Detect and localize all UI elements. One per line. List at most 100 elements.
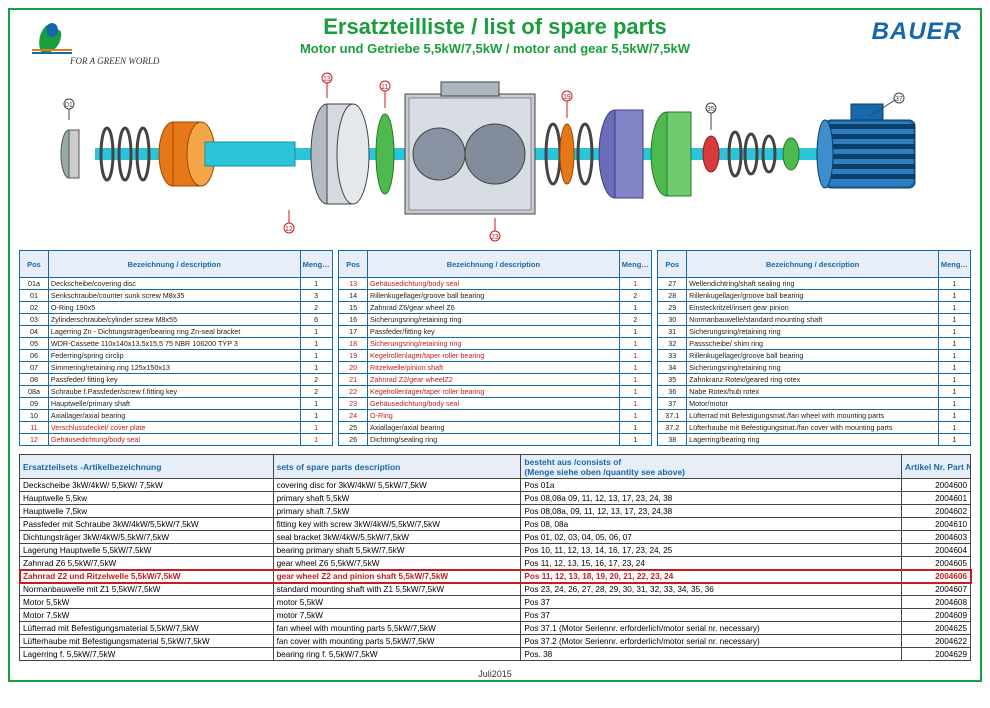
part-desc: Deckscheibe/covering disc xyxy=(48,278,300,290)
part-desc: Sicherungsring/retaining ring xyxy=(687,326,939,338)
set-name: Deckscheibe 3kW/4kW/ 5,5kW/ 7,5kW xyxy=(20,479,274,492)
sets-header-consists: besteht aus /consists of(Menge siehe obe… xyxy=(521,455,901,479)
part-qty: 1 xyxy=(938,302,970,314)
part-desc: Lagerring/bearing ring xyxy=(687,434,939,446)
part-qty: 1 xyxy=(938,374,970,386)
svg-text:19: 19 xyxy=(563,94,571,101)
set-partno: 2004608 xyxy=(901,596,970,609)
parts-header-qty: Menge Quantity xyxy=(300,251,332,278)
part-qty: 1 xyxy=(619,350,651,362)
part-qty: 1 xyxy=(619,302,651,314)
part-desc: Simmering/retaining ring 125x150x13 xyxy=(48,362,300,374)
sets-row: Zahnrad Z2 und Ritzelwelle 5,5kW/7,5kWge… xyxy=(20,570,971,583)
sets-header-partno: Artikel Nr. Part No. xyxy=(901,455,970,479)
part-qty: 2 xyxy=(619,314,651,326)
brand-logo: BAUER xyxy=(872,18,962,46)
part-pos: 11 xyxy=(20,422,49,434)
set-consists: Pos 37 xyxy=(521,609,901,622)
svg-text:13: 13 xyxy=(323,76,331,83)
part-qty: 1 xyxy=(938,314,970,326)
part-qty: 1 xyxy=(300,350,332,362)
document-frame: FOR A GREEN WORLD Ersatzteilliste / list… xyxy=(8,8,982,682)
part-desc: Passfeder/fitting key xyxy=(368,326,620,338)
spare-part-sets-table: Ersatzteilsets -Artikelbezeichnungsets o… xyxy=(19,454,971,661)
part-desc: Zahnrad Z2/gear wheelZ2 xyxy=(368,374,620,386)
sets-row: Hauptwelle 7,5kwprimary shaft 7,5kWPos 0… xyxy=(20,505,971,518)
part-pos: 15 xyxy=(339,302,368,314)
set-desc: motor 5,5kW xyxy=(273,596,521,609)
part-qty: 1 xyxy=(300,362,332,374)
part-desc: Zahnrad Z6/gear wheel Z6 xyxy=(368,302,620,314)
set-consists: Pos 37.2 (Motor Seriennr. erforderlich/m… xyxy=(521,635,901,648)
part-desc: Kegelrollenlager/taper roller bearing xyxy=(368,386,620,398)
part-desc: Rillenkugellager/groove ball bearing xyxy=(687,350,939,362)
part-qty: 1 xyxy=(619,278,651,290)
part-pos: 13 xyxy=(339,278,368,290)
set-desc: covering disc for 3kW/4kW/ 5,5kW/7,5kW xyxy=(273,479,521,492)
parts-header-qty: Menge Quantity xyxy=(938,251,970,278)
part-desc: WDR-Cassette 110x140x13,5x15,5 75 NBR 10… xyxy=(48,338,300,350)
part-qty: 6 xyxy=(300,314,332,326)
set-name: Zahnrad Z2 und Ritzelwelle 5,5kW/7,5kW xyxy=(20,570,274,583)
part-qty: 2 xyxy=(300,386,332,398)
set-consists: Pos 10, 11, 12, 13, 14, 16, 17, 23, 24, … xyxy=(521,544,901,557)
set-consists: Pos 01a xyxy=(521,479,901,492)
set-name: Lüfterrad mit Befestigungsmaterial 5,5kW… xyxy=(20,622,274,635)
part-desc: Motor/motor xyxy=(687,398,939,410)
set-consists: Pos 37 xyxy=(521,596,901,609)
sets-row: Zahnrad Z6 5,5kW/7,5kWgear wheel Z6 5,5k… xyxy=(20,557,971,570)
set-partno: 2004605 xyxy=(901,557,970,570)
sets-row: Motor 5,5kWmotor 5,5kWPos 372004608 xyxy=(20,596,971,609)
part-pos: 35 xyxy=(658,374,687,386)
set-name: Lagerring f. 5,5kW/7,5kW xyxy=(20,648,274,661)
svg-text:11: 11 xyxy=(381,84,388,91)
svg-text:01: 01 xyxy=(65,102,73,109)
part-qty: 1 xyxy=(938,338,970,350)
part-desc: Dichtring/sealing ring xyxy=(368,434,620,446)
set-partno: 2004609 xyxy=(901,609,970,622)
part-pos: 08a xyxy=(20,386,49,398)
part-pos: 08 xyxy=(20,374,49,386)
svg-text:23: 23 xyxy=(491,234,499,241)
part-qty: 1 xyxy=(619,374,651,386)
set-partno: 2004607 xyxy=(901,583,970,596)
parts-header-pos: Pos xyxy=(20,251,49,278)
page-subtitle: Motor und Getriebe 5,5kW/7,5kW / motor a… xyxy=(10,41,980,56)
part-qty: 1 xyxy=(300,422,332,434)
set-name: Motor 7,5kW xyxy=(20,609,274,622)
set-consists: Pos 23, 24, 26, 27, 28, 29, 30, 31, 32, … xyxy=(521,583,901,596)
part-pos: 37.1 xyxy=(658,410,687,422)
set-partno: 2004600 xyxy=(901,479,970,492)
sets-row: Passfeder mit Schraube 3kW/4kW/5,5kW/7,5… xyxy=(20,518,971,531)
part-qty: 1 xyxy=(300,434,332,446)
set-desc: primary shaft 5,5kW xyxy=(273,492,521,505)
part-desc: Rillenkugellager/groove ball bearing xyxy=(368,290,620,302)
part-pos: 02 xyxy=(20,302,49,314)
footer-date: Juli2015 xyxy=(478,669,512,679)
part-qty: 1 xyxy=(619,326,651,338)
part-pos: 06 xyxy=(20,350,49,362)
part-desc: Federring/spring circlip xyxy=(48,350,300,362)
set-consists: Pos 11, 12, 13, 15, 16, 17, 23, 24 xyxy=(521,557,901,570)
sets-row: Lüfterrad mit Befestigungsmaterial 5,5kW… xyxy=(20,622,971,635)
set-name: Motor 5,5kW xyxy=(20,596,274,609)
part-desc: Axiallager/axial bearing xyxy=(368,422,620,434)
sets-row: Lüfterhaube mit Befestigungsmaterial 5,5… xyxy=(20,635,971,648)
part-pos: 33 xyxy=(658,350,687,362)
part-qty: 1 xyxy=(619,398,651,410)
set-name: Normanbauwelle mit Z1 5,5kW/7,5kW xyxy=(20,583,274,596)
part-desc: Gehäusedichtung/body seal xyxy=(368,278,620,290)
part-pos: 05 xyxy=(20,338,49,350)
set-partno: 2004606 xyxy=(901,570,970,583)
set-name: Dichtungsträger 3kW/4kW/5,5kW/7,5kW xyxy=(20,531,274,544)
part-qty: 2 xyxy=(300,374,332,386)
parts-header-desc: Bezeichnung / description xyxy=(48,251,300,278)
part-qty: 1 xyxy=(619,338,651,350)
part-desc: Lüfterrad mit Befestigungsmat./fan wheel… xyxy=(687,410,939,422)
set-name: Lüfterhaube mit Befestigungsmaterial 5,5… xyxy=(20,635,274,648)
part-desc: Gehäusedichtung/body seal xyxy=(368,398,620,410)
part-qty: 2 xyxy=(300,302,332,314)
part-pos: 31 xyxy=(658,326,687,338)
sets-header-desc: sets of spare parts description xyxy=(273,455,521,479)
set-name: Passfeder mit Schraube 3kW/4kW/5,5kW/7,5… xyxy=(20,518,274,531)
